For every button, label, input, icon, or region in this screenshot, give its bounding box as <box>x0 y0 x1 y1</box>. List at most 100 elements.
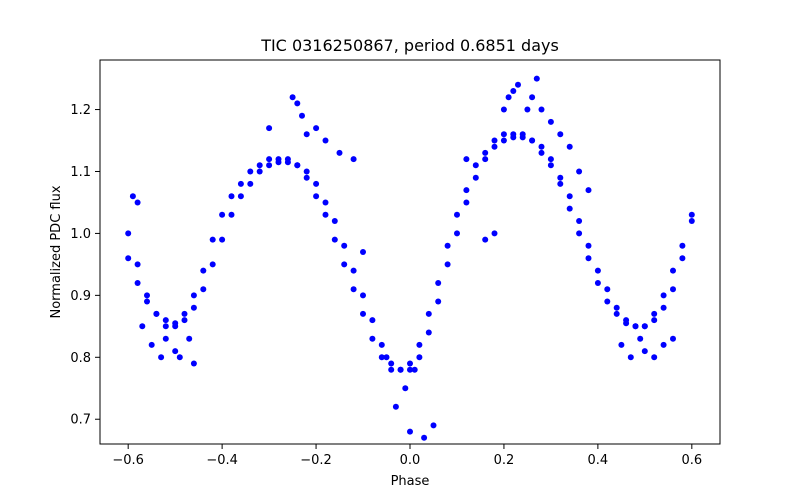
data-point <box>613 310 620 317</box>
data-point <box>313 193 320 200</box>
data-point <box>360 249 366 255</box>
y-tick-label: 0.9 <box>70 289 91 304</box>
data-point <box>299 112 305 119</box>
data-point <box>482 236 489 243</box>
data-point <box>190 360 197 367</box>
data-point <box>529 94 536 101</box>
data-point <box>369 317 376 324</box>
y-tick-label: 1.2 <box>70 103 91 118</box>
data-point <box>435 298 442 305</box>
data-point <box>219 236 226 243</box>
data-point <box>256 162 263 169</box>
x-tick-label: 0.2 <box>494 453 515 468</box>
data-point <box>134 199 141 206</box>
data-point <box>425 329 432 336</box>
data-point <box>360 310 366 317</box>
data-point <box>186 335 193 342</box>
data-point <box>482 149 489 156</box>
data-point <box>172 348 179 355</box>
data-point <box>148 341 155 348</box>
data-point <box>303 131 310 138</box>
data-point <box>172 323 179 330</box>
data-point <box>378 354 385 361</box>
data-point <box>651 310 658 317</box>
data-point <box>402 385 409 392</box>
data-point <box>144 298 150 305</box>
data-point <box>331 236 338 243</box>
chart-title: TIC 0316250867, period 0.6851 days <box>260 36 559 55</box>
x-tick-label: −0.4 <box>206 453 238 468</box>
data-point <box>576 230 583 237</box>
data-point <box>585 255 592 262</box>
data-point <box>557 180 564 187</box>
data-point <box>294 100 301 107</box>
data-point <box>547 162 554 169</box>
data-point <box>670 286 676 293</box>
data-point <box>125 230 132 237</box>
y-axis-label: Normalized PDC flux <box>49 185 64 318</box>
data-point <box>444 242 451 249</box>
data-point <box>350 286 357 293</box>
data-point <box>454 230 460 237</box>
data-point <box>303 168 310 175</box>
data-point <box>529 137 536 144</box>
data-point <box>383 354 390 361</box>
data-point <box>576 168 583 175</box>
x-tick-label: 0.6 <box>681 453 702 468</box>
data-point <box>679 255 686 262</box>
data-point <box>463 187 470 194</box>
x-tick-label: 0.4 <box>588 453 609 468</box>
data-point <box>190 304 197 311</box>
data-point <box>266 156 273 163</box>
data-point <box>158 354 165 361</box>
data-point <box>627 354 634 361</box>
y-axis: 0.7 0.8 0.9 1.0 1.1 1.2 <box>70 103 100 428</box>
data-point <box>679 242 686 249</box>
data-point <box>200 286 207 293</box>
data-point <box>421 434 428 441</box>
data-point <box>500 131 507 138</box>
data-point <box>604 298 611 305</box>
data-point <box>200 267 207 274</box>
data-point <box>641 348 648 355</box>
data-point <box>294 162 301 169</box>
data-point <box>407 366 413 373</box>
data-point <box>538 143 545 150</box>
data-point <box>303 174 310 181</box>
data-point <box>425 310 432 317</box>
data-point <box>585 242 592 249</box>
data-point <box>510 88 517 94</box>
data-point <box>350 156 357 163</box>
data-point <box>392 403 399 410</box>
data-point <box>181 310 188 317</box>
data-point <box>472 174 479 181</box>
data-point <box>444 261 451 268</box>
data-point <box>162 323 169 330</box>
data-point <box>289 94 296 101</box>
data-point <box>153 310 160 317</box>
data-point <box>533 75 540 82</box>
data-point <box>613 304 620 311</box>
data-point <box>500 137 507 144</box>
data-point <box>651 354 658 361</box>
data-point <box>341 261 348 268</box>
data-point <box>416 341 423 348</box>
data-point <box>557 174 564 181</box>
data-point <box>500 106 507 113</box>
data-point <box>510 131 517 138</box>
data-point <box>341 242 348 249</box>
data-point <box>275 156 282 163</box>
data-point <box>369 335 376 342</box>
data-point <box>416 354 423 361</box>
data-point <box>660 292 667 299</box>
data-point <box>397 366 404 373</box>
x-tick-label: −0.2 <box>300 453 332 468</box>
data-point <box>209 261 216 268</box>
data-point <box>247 180 254 187</box>
data-point <box>594 267 601 274</box>
data-point <box>538 149 545 156</box>
data-point <box>411 366 418 373</box>
data-point <box>435 280 442 286</box>
data-point <box>144 292 150 299</box>
data-point <box>388 360 395 367</box>
